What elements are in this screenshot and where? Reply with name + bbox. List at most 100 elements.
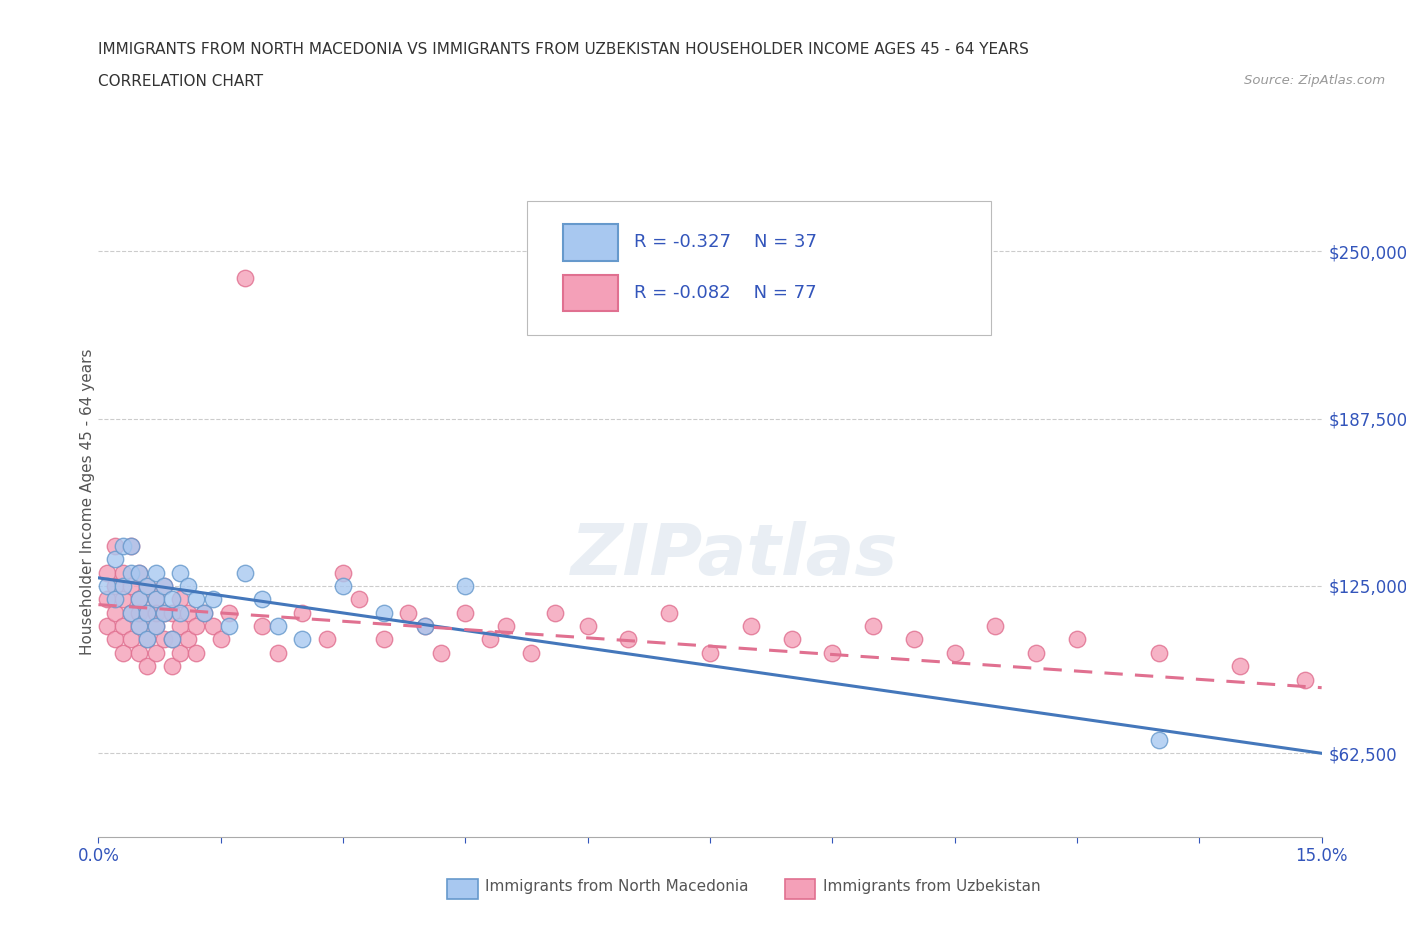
Point [1294,672,1316,687]
Point [104,538,127,553]
Point [160,591,183,606]
Point [111,591,134,606]
Point [120,605,142,620]
Text: IMMIGRANTS FROM NORTH MACEDONIA VS IMMIGRANTS FROM UZBEKISTAN HOUSEHOLDER INCOME: IMMIGRANTS FROM NORTH MACEDONIA VS IMMIG… [98,42,1029,57]
Point [104,591,127,606]
Point [152,605,174,620]
Text: CORRELATION CHART: CORRELATION CHART [98,74,263,89]
Point [291,632,314,647]
Point [152,578,174,593]
Point [699,645,721,660]
Point [201,618,224,633]
Point [145,591,167,606]
Text: ZIPatlas: ZIPatlas [571,522,898,591]
Text: R = -0.327    N = 37: R = -0.327 N = 37 [634,233,817,251]
Point [96,591,118,606]
Point [136,632,159,647]
Text: Source: ZipAtlas.com: Source: ZipAtlas.com [1244,74,1385,87]
Point [152,632,174,647]
Point [128,605,150,620]
Point [96,565,118,580]
Point [315,632,337,647]
FancyBboxPatch shape [564,274,619,312]
Point [120,538,142,553]
Point [136,605,159,620]
Point [454,605,477,620]
Point [128,645,150,660]
Point [201,591,224,606]
Point [104,632,127,647]
Point [136,605,159,620]
Point [233,271,256,286]
Point [169,618,191,633]
Y-axis label: Householder Income Ages 45 - 64 years: Householder Income Ages 45 - 64 years [80,349,94,656]
Point [145,618,167,633]
Point [349,591,371,606]
Point [128,618,150,633]
Point [120,538,142,553]
Point [136,578,159,593]
Point [160,605,183,620]
Point [96,618,118,633]
Point [111,578,134,593]
Text: R = -0.082    N = 77: R = -0.082 N = 77 [634,284,817,301]
Point [120,578,142,593]
Point [193,605,215,620]
Point [136,658,159,673]
Point [332,565,354,580]
Point [169,591,191,606]
Point [160,632,183,647]
Text: Immigrants from Uzbekistan: Immigrants from Uzbekistan [823,879,1040,894]
Point [413,618,436,633]
Point [250,591,273,606]
Point [186,618,208,633]
Point [658,605,681,620]
Point [120,565,142,580]
Point [943,645,966,660]
Point [104,551,127,566]
Point [218,605,240,620]
Point [186,645,208,660]
Point [267,645,290,660]
Point [169,645,191,660]
Point [152,578,174,593]
Point [186,591,208,606]
Point [145,645,167,660]
FancyBboxPatch shape [526,201,991,335]
Point [291,605,314,620]
Point [128,618,150,633]
Point [1147,645,1170,660]
Point [862,618,884,633]
Point [177,605,200,620]
Point [111,645,134,660]
Point [430,645,453,660]
Point [373,605,395,620]
Point [128,591,150,606]
Point [128,591,150,606]
Point [169,565,191,580]
Point [128,565,150,580]
Point [396,605,419,620]
Point [193,605,215,620]
Point [96,578,118,593]
Point [177,632,200,647]
Point [576,618,599,633]
Point [169,605,191,620]
Point [111,618,134,633]
Point [145,565,167,580]
Point [821,645,844,660]
Point [111,565,134,580]
Point [177,578,200,593]
Point [250,618,273,633]
FancyBboxPatch shape [564,224,619,261]
Point [218,618,240,633]
Point [120,605,142,620]
Point [160,658,183,673]
Point [1229,658,1251,673]
Point [478,632,501,647]
Point [233,565,256,580]
Point [104,578,127,593]
Point [152,605,174,620]
Point [984,618,1007,633]
Text: Immigrants from North Macedonia: Immigrants from North Macedonia [485,879,748,894]
